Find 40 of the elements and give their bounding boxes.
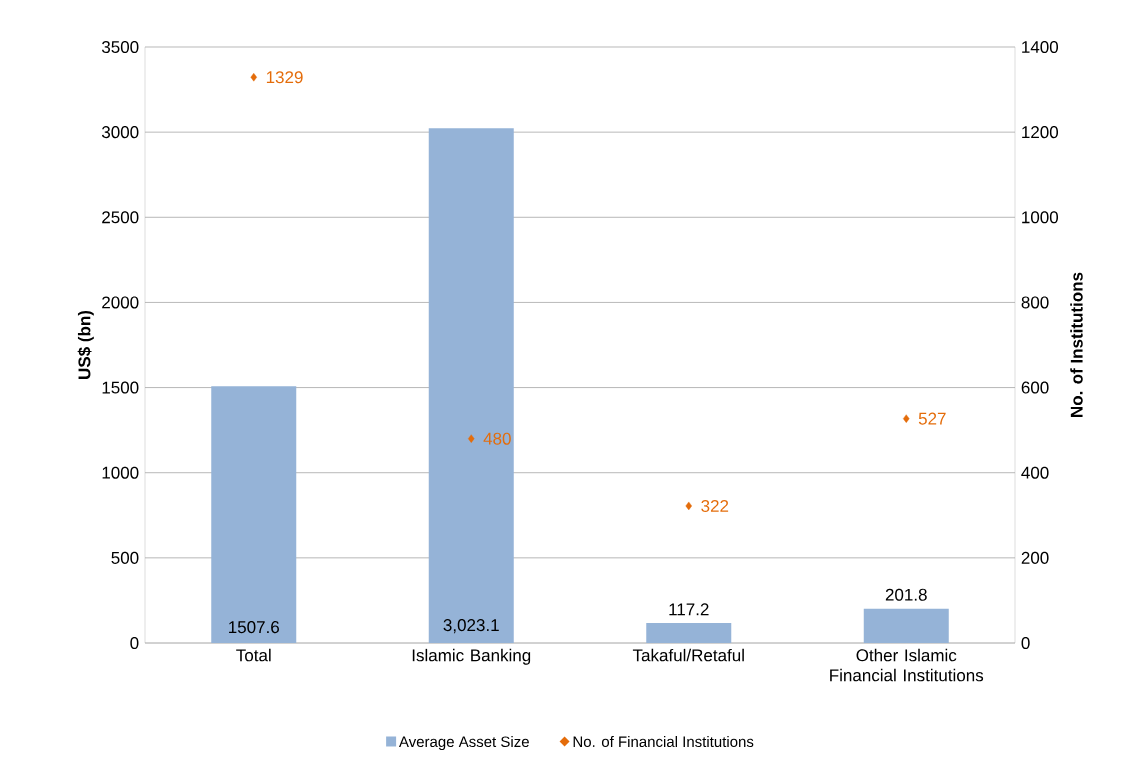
bar xyxy=(646,623,732,643)
y2-tick-label: 200 xyxy=(1021,551,1049,564)
data-label: 480 xyxy=(483,432,511,445)
data-label: 117.2 xyxy=(669,603,709,616)
x-tick-label: Takaful/Retaful xyxy=(632,648,744,662)
data-label: 527 xyxy=(918,412,946,425)
y-axis-title: US$ (bn) xyxy=(77,310,94,379)
y-tick-label: 500 xyxy=(111,551,139,564)
y2-tick-label: 1400 xyxy=(1022,40,1059,54)
bar xyxy=(211,386,297,643)
y-tick-label: 1500 xyxy=(102,381,139,394)
legend-label: No. of Financial Institutions xyxy=(573,736,754,748)
y-tick-label: 0 xyxy=(130,636,139,650)
y2-axis-title: No. of Institutions xyxy=(1070,272,1083,417)
y-tick-label: 2000 xyxy=(102,296,139,309)
data-label: 1507.6 xyxy=(229,621,279,634)
data-label: 3,023.1 xyxy=(443,619,499,634)
legend-label: Average Asset Size xyxy=(398,736,529,750)
point xyxy=(903,414,910,423)
bar xyxy=(863,608,949,643)
y-tick-label: 3000 xyxy=(101,126,139,139)
y2-tick-label: 800 xyxy=(1021,296,1049,309)
y-tick-label: 3500 xyxy=(101,40,139,54)
point xyxy=(250,73,257,82)
y2-tick-label: 0 xyxy=(1021,636,1030,650)
point xyxy=(685,501,692,511)
y2-tick-label: 600 xyxy=(1021,381,1049,394)
y2-tick-label: 1200 xyxy=(1022,126,1059,139)
data-label: 322 xyxy=(701,499,729,512)
x-tick-label: Other Islamic Financial Institutions xyxy=(830,648,984,682)
data-label: 1329 xyxy=(266,71,303,84)
x-tick-label: Islamic Banking xyxy=(412,648,531,665)
y2-tick-label: 1000 xyxy=(1022,211,1059,224)
point xyxy=(468,434,475,443)
x-tick-label: Total xyxy=(236,648,271,662)
data-label: 201.8 xyxy=(885,588,927,601)
y2-tick-label: 400 xyxy=(1021,466,1049,479)
y-tick-label: 2500 xyxy=(102,211,139,224)
y-tick-label: 1000 xyxy=(102,466,139,479)
bar xyxy=(428,128,514,643)
